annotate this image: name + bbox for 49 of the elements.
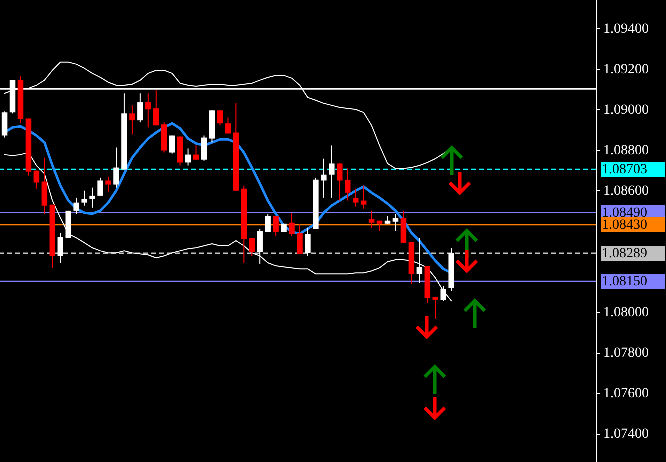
candlestick (352, 188, 359, 208)
candlestick (265, 213, 271, 233)
candlestick (217, 110, 224, 126)
candlestick (34, 170, 40, 190)
candlestick (416, 238, 423, 284)
candlestick (114, 147, 120, 188)
y-tick-label: 1.09000 (604, 102, 649, 118)
ref-line-label: 1.08289 (602, 246, 648, 262)
candlestick (225, 117, 232, 134)
y-tick-label: 1.07400 (604, 427, 649, 442)
candlestick (154, 90, 160, 126)
candlestick (98, 177, 104, 196)
ref-line-label: 1.08150 (602, 274, 648, 290)
candlestick (106, 176, 112, 192)
candlestick (432, 296, 439, 320)
y-tick-label: 1.08800 (604, 143, 649, 158)
candlestick (337, 163, 343, 202)
candlestick (249, 238, 255, 257)
candlestick (305, 227, 311, 257)
candlestick (289, 212, 295, 237)
ref-line-label: 1.08703 (602, 162, 648, 178)
candlestick (82, 190, 88, 206)
candlestick (297, 223, 303, 255)
candlestick (2, 111, 8, 138)
y-tick-label: 1.07800 (604, 346, 649, 362)
candlestick (273, 216, 279, 237)
candlestick (146, 93, 152, 128)
y-tick-label: 1.09400 (604, 22, 649, 37)
line-series (4, 152, 452, 302)
candlestick (368, 210, 375, 228)
candlestick (90, 187, 96, 208)
candlestick (392, 213, 399, 232)
y-tick-label: 1.09200 (604, 62, 649, 78)
candlestick (169, 135, 176, 154)
candlestick (344, 168, 351, 202)
y-tick-label: 1.08600 (604, 184, 649, 199)
candlestick (185, 148, 192, 166)
candlestick (360, 185, 367, 210)
candlestick (257, 228, 263, 265)
candlestick (321, 158, 327, 198)
candlestick (58, 232, 64, 264)
candlestick (193, 145, 200, 160)
candlestick (138, 93, 144, 124)
y-tick-label: 1.07600 (604, 386, 649, 402)
candlestick (74, 197, 80, 214)
candlestick (130, 105, 136, 136)
candlestick (329, 145, 335, 198)
y-tick-label: 1.08000 (604, 306, 649, 321)
candlestick (201, 135, 208, 162)
